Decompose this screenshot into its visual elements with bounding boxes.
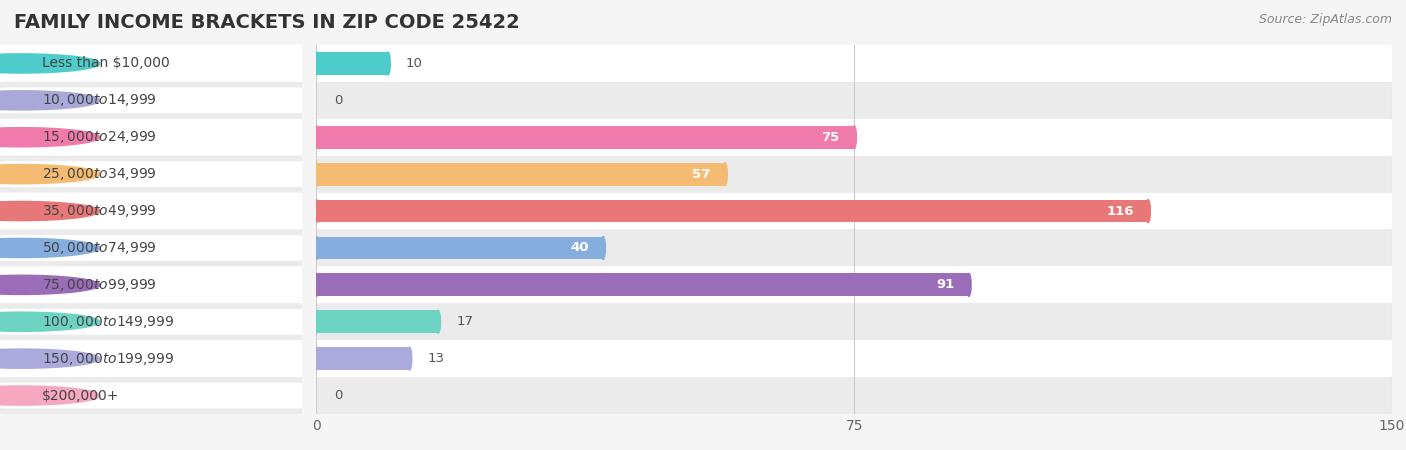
Circle shape [852,126,856,148]
FancyBboxPatch shape [0,193,302,230]
Text: 75: 75 [821,131,839,144]
Bar [316,52,388,75]
FancyBboxPatch shape [0,124,305,150]
Circle shape [314,200,319,222]
Circle shape [0,349,100,368]
Text: 0: 0 [335,389,343,402]
Text: 10: 10 [406,57,423,70]
Circle shape [600,237,606,259]
Bar [316,200,1149,222]
Text: $25,000 to $34,999: $25,000 to $34,999 [42,166,157,182]
Bar [316,45,1392,82]
Text: 116: 116 [1107,205,1133,217]
FancyBboxPatch shape [0,156,302,193]
Text: $35,000 to $49,999: $35,000 to $49,999 [42,203,157,219]
Text: Less than $10,000: Less than $10,000 [42,56,170,71]
Circle shape [723,163,727,185]
Bar [316,303,1392,340]
Circle shape [0,312,100,331]
Circle shape [385,52,391,75]
Circle shape [314,237,319,259]
Text: $150,000 to $199,999: $150,000 to $199,999 [42,351,174,367]
FancyBboxPatch shape [0,309,305,335]
Circle shape [0,238,100,257]
FancyBboxPatch shape [0,346,305,372]
Circle shape [0,128,100,147]
Text: 13: 13 [427,352,444,365]
Text: 57: 57 [693,168,711,180]
FancyBboxPatch shape [0,45,302,82]
Circle shape [314,347,319,370]
FancyBboxPatch shape [0,50,305,76]
FancyBboxPatch shape [0,340,302,377]
Bar [316,310,439,333]
Text: 17: 17 [456,315,474,328]
Circle shape [0,165,100,184]
Bar [316,266,1392,303]
FancyBboxPatch shape [0,198,305,224]
Text: Source: ZipAtlas.com: Source: ZipAtlas.com [1258,14,1392,27]
Bar [316,163,725,185]
FancyBboxPatch shape [0,87,305,113]
Circle shape [314,310,319,333]
FancyBboxPatch shape [0,161,305,187]
Text: $50,000 to $74,999: $50,000 to $74,999 [42,240,157,256]
Text: 0: 0 [335,94,343,107]
Text: 91: 91 [936,279,955,291]
Bar [316,237,603,259]
Circle shape [967,274,972,296]
Text: 40: 40 [571,242,589,254]
Text: FAMILY INCOME BRACKETS IN ZIP CODE 25422: FAMILY INCOME BRACKETS IN ZIP CODE 25422 [14,14,520,32]
FancyBboxPatch shape [0,377,302,414]
Bar [316,274,969,296]
Circle shape [0,91,100,110]
Circle shape [314,52,319,75]
Circle shape [0,202,100,220]
Bar [316,230,1392,266]
FancyBboxPatch shape [0,266,302,303]
FancyBboxPatch shape [0,235,305,261]
Bar [316,193,1392,230]
Text: $75,000 to $99,999: $75,000 to $99,999 [42,277,157,293]
FancyBboxPatch shape [0,230,302,266]
Bar [316,340,1392,377]
Bar [316,156,1392,193]
Text: $200,000+: $200,000+ [42,388,120,403]
Bar [316,82,1392,119]
FancyBboxPatch shape [0,303,302,340]
Circle shape [408,347,412,370]
Circle shape [1146,200,1150,222]
Circle shape [314,163,319,185]
FancyBboxPatch shape [0,382,305,409]
FancyBboxPatch shape [0,82,302,119]
Bar [316,126,855,148]
Text: $15,000 to $24,999: $15,000 to $24,999 [42,129,157,145]
Circle shape [314,274,319,296]
Circle shape [0,54,100,73]
Bar [316,119,1392,156]
Circle shape [436,310,440,333]
FancyBboxPatch shape [0,119,302,156]
Circle shape [314,126,319,148]
Circle shape [0,386,100,405]
Bar [316,377,1392,414]
Circle shape [0,275,100,294]
FancyBboxPatch shape [0,272,305,298]
Text: $100,000 to $149,999: $100,000 to $149,999 [42,314,174,330]
Bar [316,347,409,370]
Text: $10,000 to $14,999: $10,000 to $14,999 [42,92,157,108]
